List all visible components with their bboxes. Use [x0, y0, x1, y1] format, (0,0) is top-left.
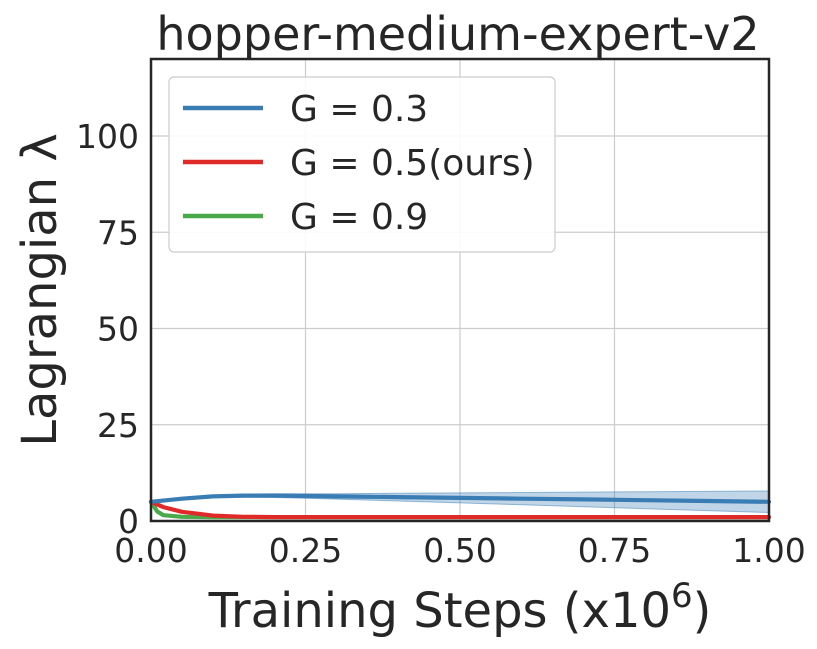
x-tick-label: 0.25 — [269, 531, 342, 570]
x-tick-label: 0.75 — [578, 531, 651, 570]
x-tick-labels: 0.00 0.25 0.50 0.75 1.00 — [114, 531, 805, 570]
legend: G = 0.3 G = 0.5(ours) G = 0.9 — [168, 76, 556, 253]
x-tick-label: 0.50 — [423, 531, 496, 570]
x-axis-label-main: Training Steps (x10 — [208, 583, 671, 639]
legend-label-0: G = 0.3 — [290, 89, 428, 130]
x-axis-label-exponent: 6 — [671, 576, 693, 616]
y-tick-label: 100 — [76, 117, 139, 156]
series-line-0 — [148, 493, 772, 504]
series-lines — [148, 493, 772, 520]
x-axis-label: Training Steps (x106) — [208, 576, 712, 639]
y-axis-label: Lagrangian λ — [12, 133, 68, 447]
y-tick-label: 25 — [97, 406, 139, 445]
series-line-1 — [148, 499, 772, 520]
legend-label-2: G = 0.9 — [290, 197, 428, 238]
y-tick-label: 0 — [118, 502, 139, 541]
x-tick-label: 0.00 — [114, 531, 187, 570]
x-axis-label-close: ) — [693, 583, 712, 639]
legend-box — [168, 76, 556, 253]
legend-label-1: G = 0.5(ours) — [290, 143, 535, 184]
y-tick-label: 50 — [97, 310, 139, 349]
y-tick-labels: 0 25 50 75 100 — [76, 117, 139, 541]
chart-title: hopper-medium-expert-v2 — [156, 7, 759, 61]
x-tick-label: 1.00 — [732, 531, 805, 570]
plot-frame — [149, 57, 771, 523]
y-tick-label: 75 — [97, 213, 139, 252]
